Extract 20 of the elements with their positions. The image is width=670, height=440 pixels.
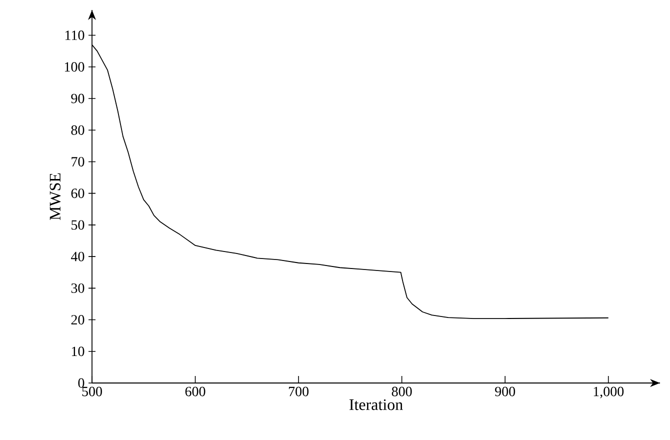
x-tick-label: 600: [185, 386, 206, 396]
y-tick-label: 60: [71, 188, 84, 198]
x-tick-label: 500: [82, 386, 102, 396]
y-tick-label: 90: [71, 94, 84, 104]
y-tick-label: 0: [78, 378, 84, 388]
x-tick-label: 700: [288, 386, 309, 396]
y-tick-label: 20: [71, 315, 84, 325]
x-tick-label: 800: [392, 386, 412, 396]
y-tick-label: 10: [72, 346, 84, 356]
x-tick-label: 900: [495, 386, 516, 396]
y-tick-label: 50: [72, 220, 84, 230]
y-tick-label: 110: [65, 30, 84, 40]
x-tick-label: 1,000: [594, 386, 624, 398]
y-tick-label: 80: [71, 125, 84, 135]
y-tick-label: 40: [71, 252, 84, 262]
y-tick-label: 100: [64, 62, 84, 72]
y-tick-label: 70: [72, 157, 84, 166]
y-axis-title: MWSE: [50, 173, 61, 220]
x-axis-title: Iteration: [349, 399, 403, 410]
y-tick-label: 30: [71, 283, 84, 293]
